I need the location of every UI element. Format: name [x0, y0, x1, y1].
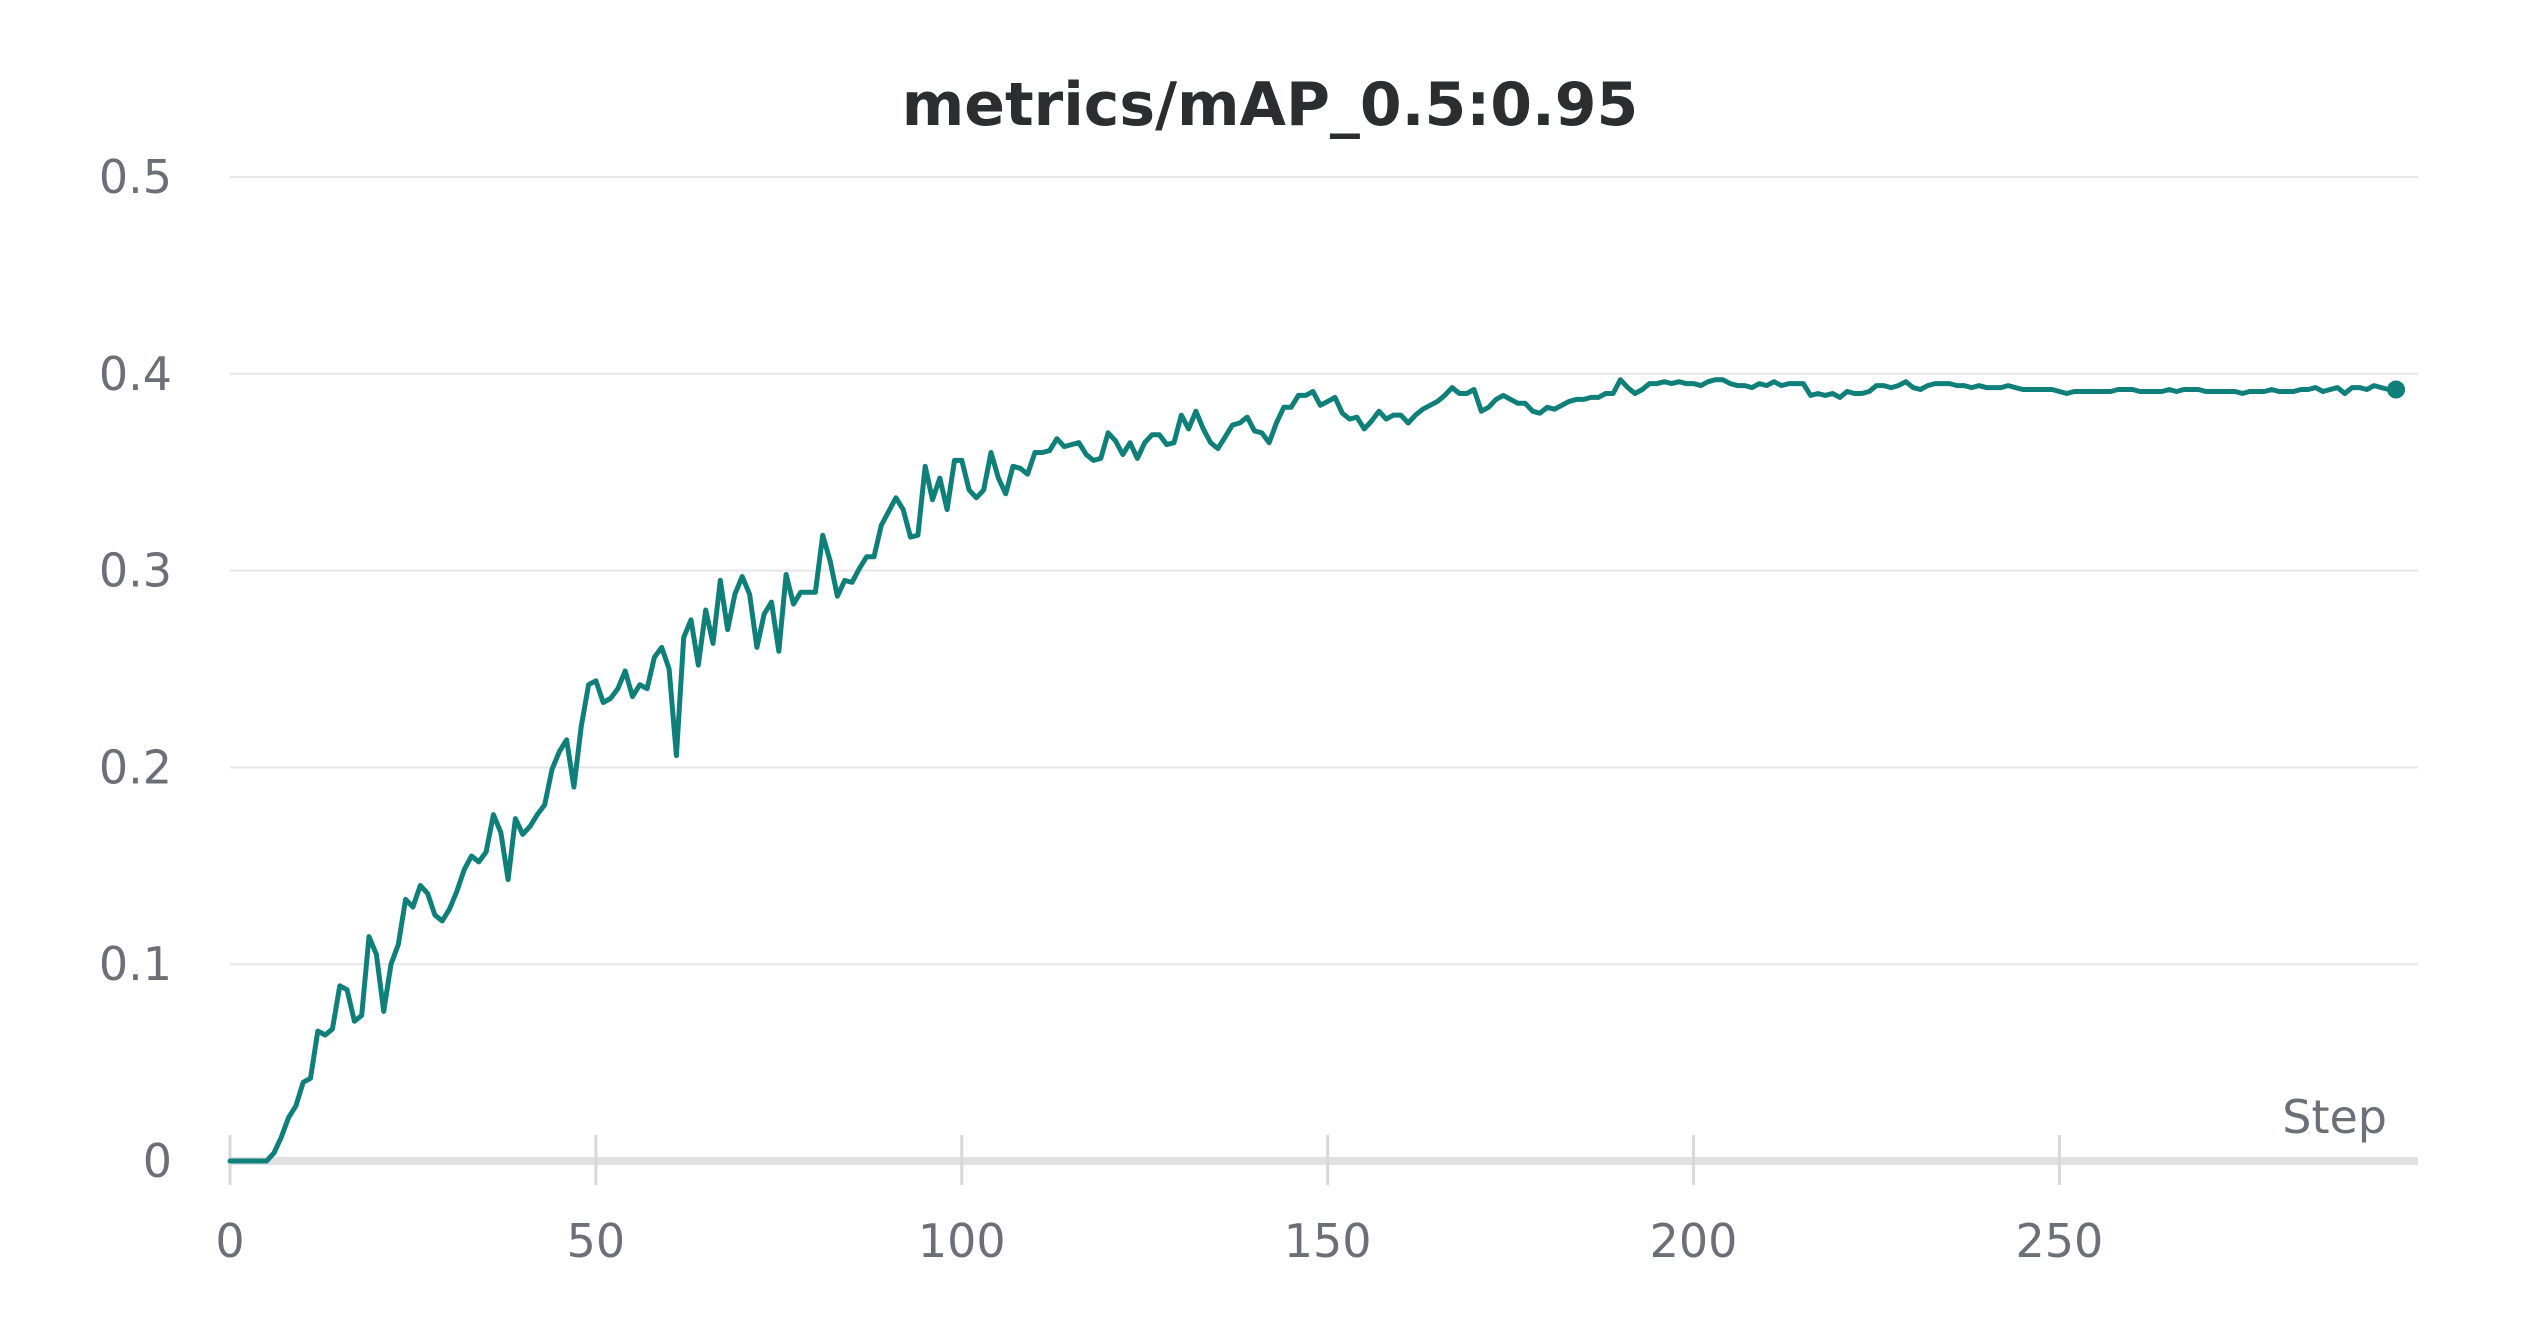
x-tick-label: 200: [1650, 1214, 1738, 1268]
x-tick-label: 250: [2016, 1214, 2104, 1268]
x-tick-label: 150: [1284, 1214, 1372, 1268]
y-tick-label: 0.3: [99, 544, 172, 598]
y-tick-label: 0: [143, 1134, 172, 1188]
y-axis-ticks: 0 0.1 0.2 0.3 0.4 0.5: [99, 150, 172, 1188]
x-tick-label: 50: [567, 1214, 626, 1268]
chart-title: metrics/mAP_0.5:0.95: [902, 70, 1639, 140]
series-layer: [227, 377, 2406, 1164]
last-point-marker: [2387, 380, 2406, 399]
x-tick-label: 0: [215, 1214, 244, 1268]
series-line: [227, 377, 2399, 1164]
grid-lines: [230, 176, 2418, 966]
y-tick-label: 0.2: [99, 740, 172, 794]
x-axis-label: Step: [2282, 1090, 2387, 1144]
y-tick-label: 0.1: [99, 937, 172, 991]
x-tick-label: 100: [918, 1214, 1006, 1268]
x-axis-ticks: 0 50 100 150 200 250: [215, 1135, 2103, 1268]
y-tick-label: 0.5: [99, 150, 172, 204]
y-tick-label: 0.4: [99, 347, 172, 401]
